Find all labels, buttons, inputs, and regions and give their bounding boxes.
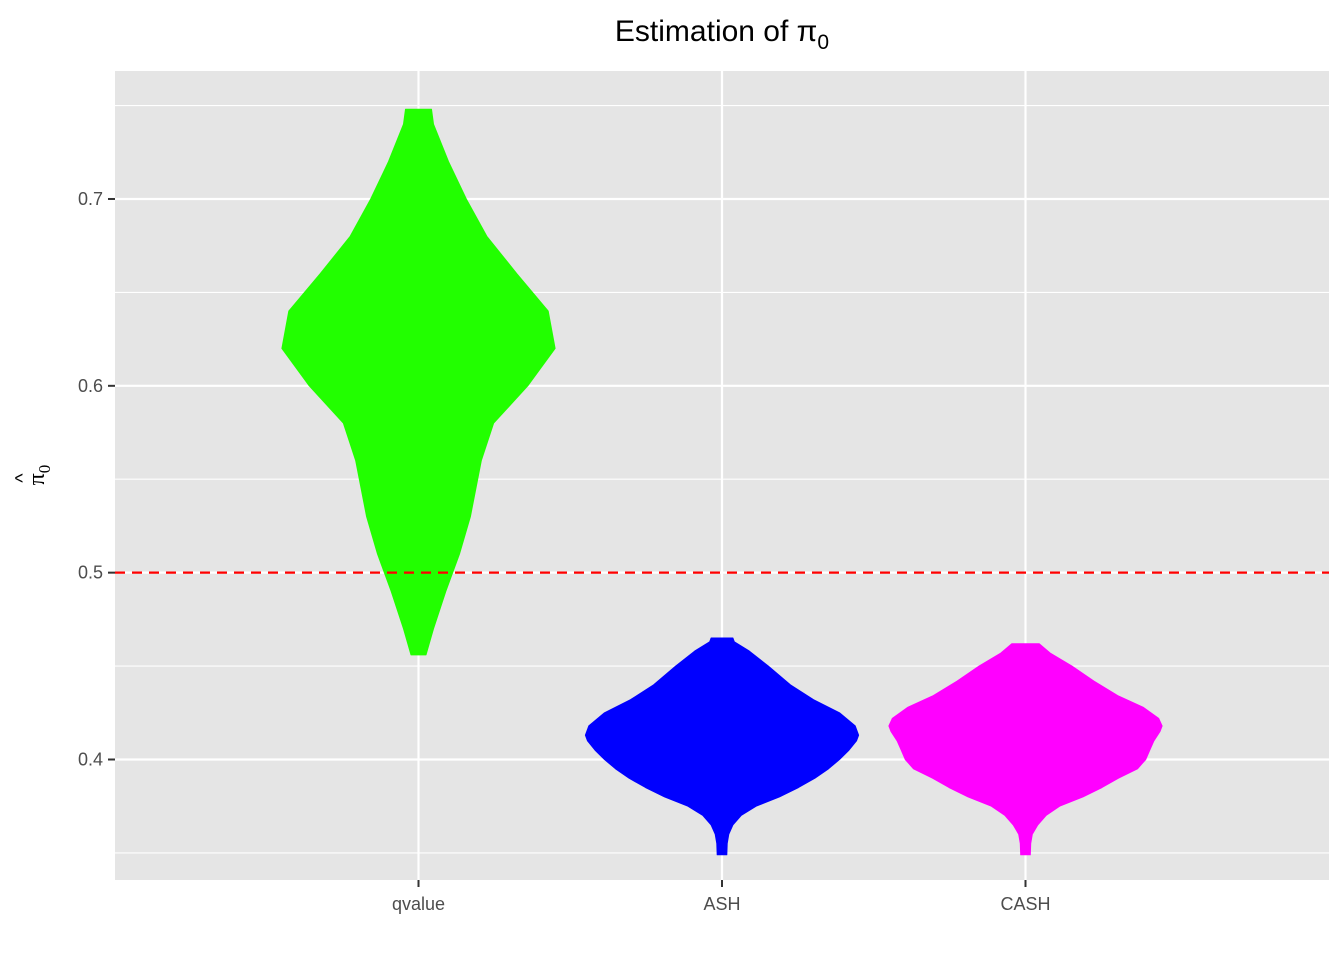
y-axis: 0.4 0.5 0.6 0.7 [78, 189, 115, 769]
y-tick-label: 0.6 [78, 376, 103, 396]
x-tick-label: ASH [703, 894, 740, 914]
y-axis-label-subscript: 0 [35, 465, 54, 474]
y-tick-label: 0.7 [78, 189, 103, 209]
y-axis-label-main: π [24, 473, 50, 485]
violin-cash [888, 643, 1163, 856]
y-axis-label: π0 ^ [12, 465, 54, 486]
y-tick-label: 0.5 [78, 563, 103, 583]
violin-qvalue [281, 108, 556, 656]
y-axis-label-hat: ^ [12, 473, 34, 483]
x-tick-label: CASH [1000, 894, 1050, 914]
chart-title-main: Estimation of π [615, 15, 817, 48]
y-tick-label: 0.4 [78, 749, 103, 769]
chart-title: Estimation of π0 [615, 15, 829, 54]
chart-title-subscript: 0 [817, 31, 829, 54]
x-axis: qvalue ASH CASH [392, 880, 1051, 914]
x-tick-label: qvalue [392, 894, 445, 914]
violins [281, 108, 1163, 856]
svg-text:π0: π0 [24, 465, 54, 486]
violin-ash [584, 637, 860, 856]
